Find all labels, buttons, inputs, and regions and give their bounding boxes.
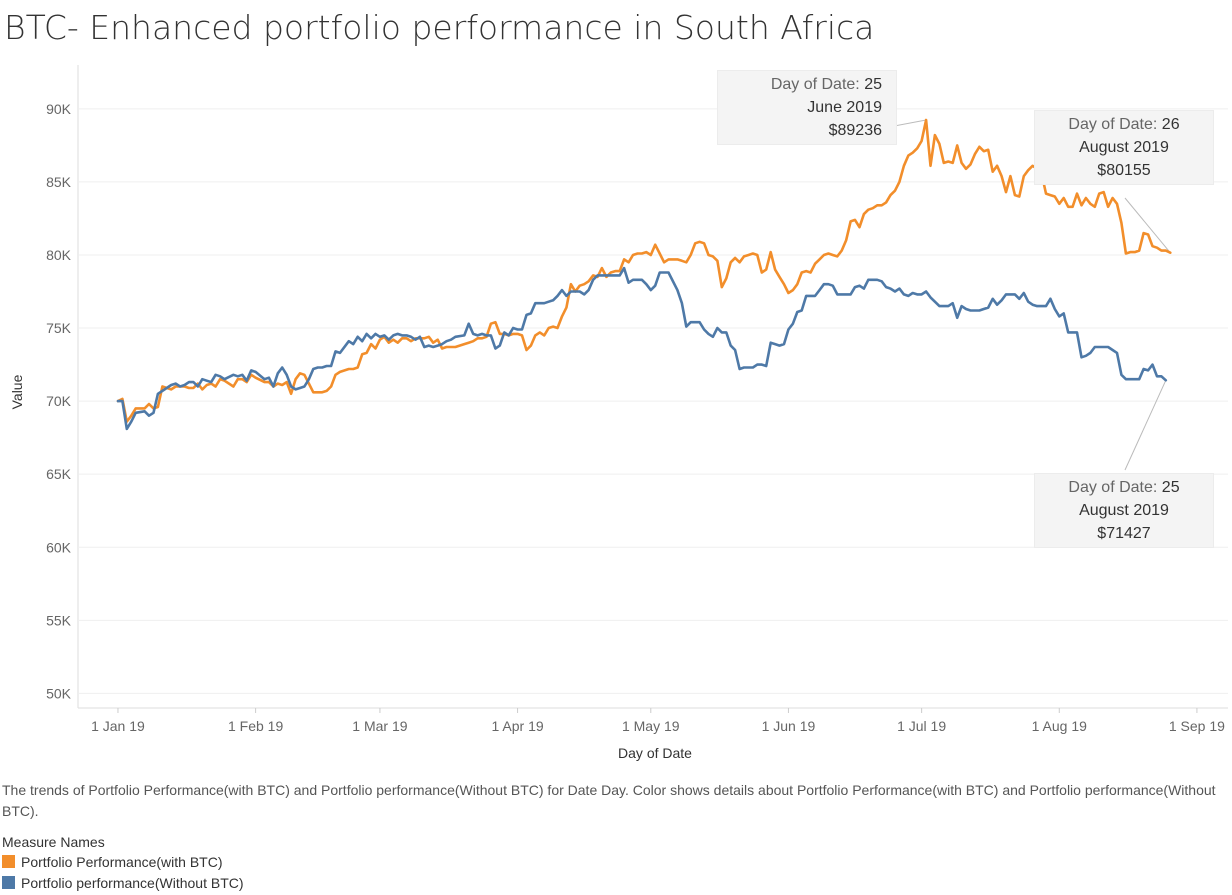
tooltip-month: August 2019 [1079,139,1169,156]
tooltip-value: $80155 [1097,162,1151,179]
line-chart: 50K 55K 60K 65K 70K 75K 80K 85K 90K 1 Jan 19 1 Fe… [9,65,1228,761]
y-tick-label: 70K [46,393,72,409]
legend-swatch [2,876,15,889]
x-tick-label: 1 Aug 19 [1032,718,1087,734]
y-tick-label: 55K [46,612,72,628]
y-tick-label: 50K [46,685,72,701]
connector-end-with-btc [1124,197,1171,254]
legend-title: Measure Names [2,834,105,850]
x-tick-label: 1 Jan 19 [91,718,145,734]
chart-title: BTC- Enhanced portfolio performance in S… [4,8,875,47]
y-tick-label: 90K [46,101,72,117]
connector-end-without-btc [1124,380,1167,471]
legend: Measure Names Portfolio Performance(with… [2,834,244,893]
x-tick-label: 1 Mar 19 [352,718,407,734]
legend-label: Portfolio Performance(with BTC) [21,853,223,870]
y-axis-label: Value [9,374,25,409]
tooltip-label: Day of Date: [770,76,860,93]
tooltip-value: $89236 [828,122,882,139]
x-tick-label: 1 Jun 19 [762,718,816,734]
tooltip-end-with-btc: Day of Date: 26 August 2019 $80155 [1034,110,1214,185]
x-axis-ticks: 1 Jan 19 1 Feb 19 1 Mar 19 1 Apr 19 1 May 19… [91,708,1225,734]
legend-item-without-btc[interactable]: Portfolio performance(Without BTC) [2,872,244,893]
tooltip-month: August 2019 [1079,502,1169,519]
tooltip-day: 26 [1161,116,1180,133]
tooltip-label: Day of Date: [1068,116,1158,133]
y-tick-label: 75K [46,320,72,336]
x-tick-label: 1 Apr 19 [491,718,543,734]
tooltip-label: Day of Date: [1068,479,1158,496]
x-tick-label: 1 Jul 19 [897,718,946,734]
tooltip-month: June 2019 [807,99,882,116]
x-tick-label: 1 Feb 19 [228,718,283,734]
chart-caption: The trends of Portfolio Performance(with… [2,782,1216,819]
legend-label: Portfolio performance(Without BTC) [21,874,244,891]
x-tick-label: 1 May 19 [622,718,680,734]
series-line-with-btc[interactable] [116,118,1172,423]
tooltip-peak: Day of Date: 25 June 2019 $89236 [717,70,897,145]
x-tick-label: 1 Sep 19 [1169,718,1225,734]
x-axis-label: Day of Date [618,745,692,761]
y-tick-label: 80K [46,247,72,263]
series-line-without-btc[interactable] [116,266,1168,431]
y-tick-label: 60K [46,539,72,555]
legend-item-with-btc[interactable]: Portfolio Performance(with BTC) [2,851,244,872]
legend-swatch [2,855,15,868]
y-tick-label: 85K [46,174,72,190]
y-tick-label: 65K [46,466,72,482]
tooltip-day: 25 [1161,479,1180,496]
series-lines [116,118,1172,431]
tooltip-value: $71427 [1097,525,1151,542]
y-axis-ticks: 50K 55K 60K 65K 70K 75K 80K 85K 90K [46,101,72,702]
tooltip-day: 25 [864,76,882,93]
tooltip-end-without-btc: Day of Date: 25 August 2019 $71427 [1034,473,1214,548]
